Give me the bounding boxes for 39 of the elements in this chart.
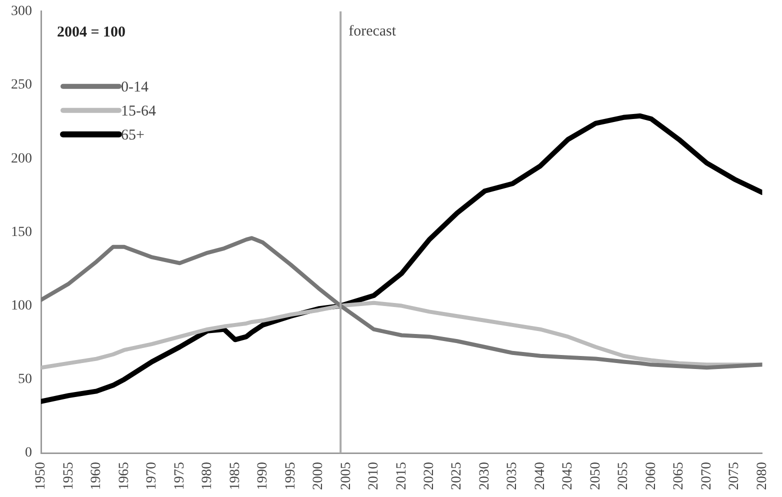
x-tick-label: 2035 [505, 462, 520, 490]
y-tick-label: 100 [11, 298, 32, 314]
x-tick-label: 2005 [338, 462, 354, 490]
x-tick-label: 2020 [422, 462, 438, 490]
y-tick-label: 150 [11, 224, 32, 240]
x-tick-label: 2045 [560, 462, 576, 490]
x-tick-label: 2040 [532, 462, 548, 490]
y-tick-label: 300 [11, 4, 32, 20]
x-tick-label: 1965 [116, 462, 132, 490]
x-tick-label: 1960 [89, 462, 104, 490]
x-tick-label: 2065 [672, 462, 687, 490]
x-tick-label: 1950 [34, 462, 49, 490]
legend-label: 65+ [121, 127, 144, 144]
x-tick-label: 2025 [450, 462, 465, 490]
y-tick-label: 50 [18, 372, 32, 388]
y-tick-label: 200 [11, 151, 32, 166]
x-tick-label: 2055 [616, 462, 632, 490]
x-tick-label: 2075 [727, 462, 742, 490]
x-tick-label: 1980 [200, 462, 216, 490]
x-tick-label: 2070 [699, 462, 714, 490]
x-tick-label: 2000 [311, 462, 326, 490]
x-tick-label: 1985 [228, 462, 243, 490]
x-tick-label: 2050 [588, 462, 604, 490]
x-tick-label: 2015 [394, 462, 410, 490]
x-tick-label: 1955 [61, 462, 76, 490]
ref-line-label: forecast [348, 23, 397, 40]
y-tick-label: 250 [11, 78, 32, 93]
annotation: 2004 = 100 [57, 24, 126, 40]
x-tick-label: 2010 [366, 462, 382, 490]
legend-label: 0-14 [121, 79, 149, 96]
x-tick-label: 1995 [283, 462, 298, 490]
x-tick-label: 1970 [144, 462, 160, 490]
x-tick-label: 2080 [754, 462, 770, 490]
y-tick-label: 0 [25, 446, 32, 461]
x-tick-label: 2030 [477, 462, 492, 490]
x-tick-label: 1975 [172, 462, 188, 490]
x-tick-label: 1990 [256, 462, 271, 490]
legend-label: 15-64 [121, 103, 156, 120]
x-tick-label: 2060 [644, 462, 659, 490]
